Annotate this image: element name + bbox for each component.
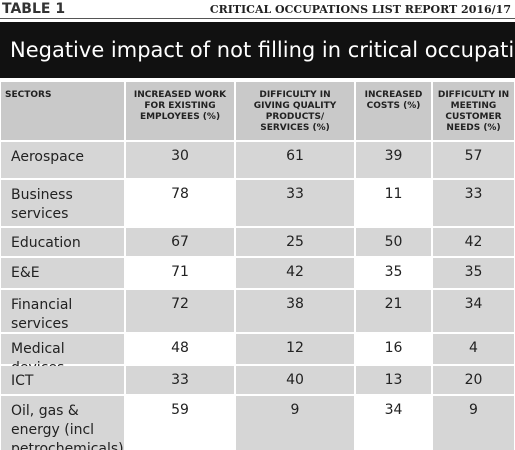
sector: Financial services: [1, 290, 124, 332]
value: 48: [126, 334, 234, 364]
value: 78: [126, 180, 234, 226]
report-name: CRITICAL OCCUPATIONS LIST REPORT 2016/17: [209, 3, 511, 16]
value: 4: [433, 334, 514, 364]
value: 40: [236, 366, 354, 394]
sector: E&E: [1, 258, 124, 288]
value: 13: [356, 366, 431, 394]
column-header: DIFFICULTY IN MEETING CUSTOMER NEEDS (%): [433, 82, 514, 140]
value: 71: [126, 258, 234, 288]
column-header: DIFFICULTY IN GIVING QUALITY PRODUCTS/ S…: [236, 82, 354, 140]
value: 33: [126, 366, 234, 394]
rule: [0, 18, 515, 19]
value: 39: [356, 142, 431, 178]
value: 67: [126, 228, 234, 256]
value: 33: [236, 180, 354, 226]
column-header: INCREASED WORK FOR EXISTING EMPLOYEES (%…: [126, 82, 234, 140]
value: 34: [433, 290, 514, 332]
sector: Business services: [1, 180, 124, 226]
value: 33: [433, 180, 514, 226]
value: 34: [356, 396, 431, 450]
value: 30: [126, 142, 234, 178]
value: 42: [236, 258, 354, 288]
value: 9: [236, 396, 354, 450]
value: 11: [356, 180, 431, 226]
value: 35: [433, 258, 514, 288]
value: 61: [236, 142, 354, 178]
value: 42: [433, 228, 514, 256]
value: 35: [356, 258, 431, 288]
value: 72: [126, 290, 234, 332]
sector: ICT: [1, 366, 124, 394]
column-header: SECTORS: [1, 82, 124, 140]
value: 20: [433, 366, 514, 394]
table-label: TABLE 1: [2, 1, 66, 17]
value: 12: [236, 334, 354, 364]
value: 9: [433, 396, 514, 450]
value: 59: [126, 396, 234, 450]
value: 50: [356, 228, 431, 256]
title: Negative impact of not filling in critic…: [0, 22, 515, 78]
sector: Medical devices: [1, 334, 124, 376]
sector: Education: [1, 228, 124, 256]
value: 38: [236, 290, 354, 332]
value: 25: [236, 228, 354, 256]
value: 16: [356, 334, 431, 364]
value: 21: [356, 290, 431, 332]
column-header: INCREASED COSTS (%): [356, 82, 431, 140]
sector: Aerospace: [1, 142, 124, 178]
sector: Oil, gas & energy (incl petrochemicals): [1, 396, 124, 450]
value: 57: [433, 142, 514, 178]
